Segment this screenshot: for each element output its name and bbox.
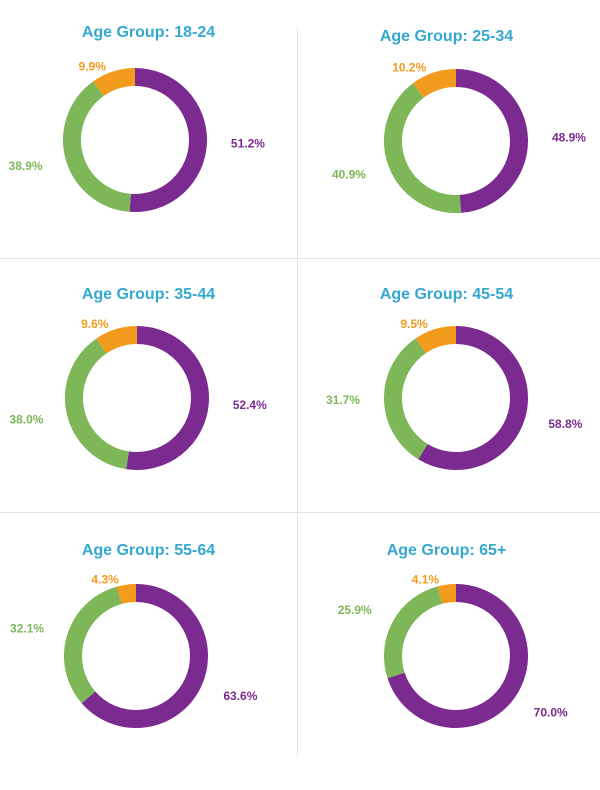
slice-label: 40.9% — [332, 167, 366, 181]
donut-slice — [129, 68, 207, 212]
donut-slice — [387, 584, 528, 728]
donut-slice — [415, 326, 457, 354]
donut-slice — [418, 326, 528, 470]
donut-slice — [81, 584, 208, 728]
panel-title: Age Group: 45-54 — [379, 286, 514, 303]
panel-title: Age Group: 55-64 — [81, 542, 216, 559]
panel-age-65-plus: Age Group: 65+ 70.0% 25.9% 4.1% — [298, 536, 595, 790]
donut-chart: 63.6% 32.1% 4.3% — [10, 573, 258, 728]
slice-label: 9.9% — [79, 59, 107, 73]
slice-label: 9.5% — [400, 317, 428, 331]
donut-chart: 51.2% 38.9% 9.9% — [9, 59, 265, 212]
panel-title: Age Group: 18-24 — [81, 24, 216, 41]
panel-age-45-54: Age Group: 45-54 58.8% 31.7% 9.5% — [298, 280, 595, 534]
horizontal-divider-top — [0, 258, 600, 259]
slice-label: 70.0% — [534, 705, 568, 719]
panel-age-25-34: Age Group: 25-34 48.9% 40.9% 10.2% — [298, 18, 595, 272]
panel-title: Age Group: 65+ — [386, 542, 507, 559]
donut-chart-grid: Age Group: 18-24 51.2% 38.9% 9.9% Age Grou… — [0, 18, 600, 756]
donut-slice — [126, 326, 209, 470]
donut-slice — [64, 586, 122, 704]
donut-slice — [455, 69, 528, 213]
slice-label: 32.1% — [10, 621, 44, 635]
donut-slice — [96, 326, 138, 354]
donut-slice — [65, 338, 130, 470]
slice-label: 51.2% — [231, 137, 265, 151]
donut-slice — [63, 81, 132, 212]
slice-label: 58.8% — [548, 417, 582, 431]
slice-label: 63.6% — [223, 689, 257, 703]
slice-label: 25.9% — [338, 603, 372, 617]
donut-slice — [412, 69, 457, 98]
slice-label: 9.6% — [81, 317, 109, 331]
donut-slice — [384, 83, 461, 213]
panel-title: Age Group: 35-44 — [81, 286, 216, 303]
horizontal-divider-bottom — [0, 512, 600, 513]
donut-slice — [116, 584, 137, 605]
slice-label: 4.1% — [412, 573, 440, 587]
panel-title: Age Group: 25-34 — [379, 28, 514, 45]
donut-chart: 58.8% 31.7% 9.5% — [326, 317, 583, 470]
donut-slice — [437, 584, 457, 604]
vertical-divider — [297, 28, 298, 756]
panel-age-55-64: Age Group: 55-64 63.6% 32.1% 4.3% — [0, 536, 297, 790]
slice-label: 31.7% — [326, 393, 360, 407]
donut-slice — [384, 586, 443, 679]
panel-age-18-24: Age Group: 18-24 51.2% 38.9% 9.9% — [0, 18, 297, 272]
slice-label: 52.4% — [233, 398, 267, 412]
donut-chart: 52.4% 38.0% 9.6% — [9, 317, 267, 470]
donut-chart: 48.9% 40.9% 10.2% — [332, 61, 586, 213]
slice-label: 38.0% — [9, 413, 43, 427]
slice-label: 10.2% — [392, 61, 426, 75]
donut-slice — [93, 68, 136, 97]
slice-label: 48.9% — [552, 131, 586, 145]
slice-label: 4.3% — [91, 573, 119, 587]
donut-slice — [384, 338, 428, 460]
panel-age-35-44: Age Group: 35-44 52.4% 38.0% 9.6% — [0, 280, 297, 534]
slice-label: 38.9% — [9, 159, 43, 173]
donut-chart: 70.0% 25.9% 4.1% — [338, 573, 568, 728]
